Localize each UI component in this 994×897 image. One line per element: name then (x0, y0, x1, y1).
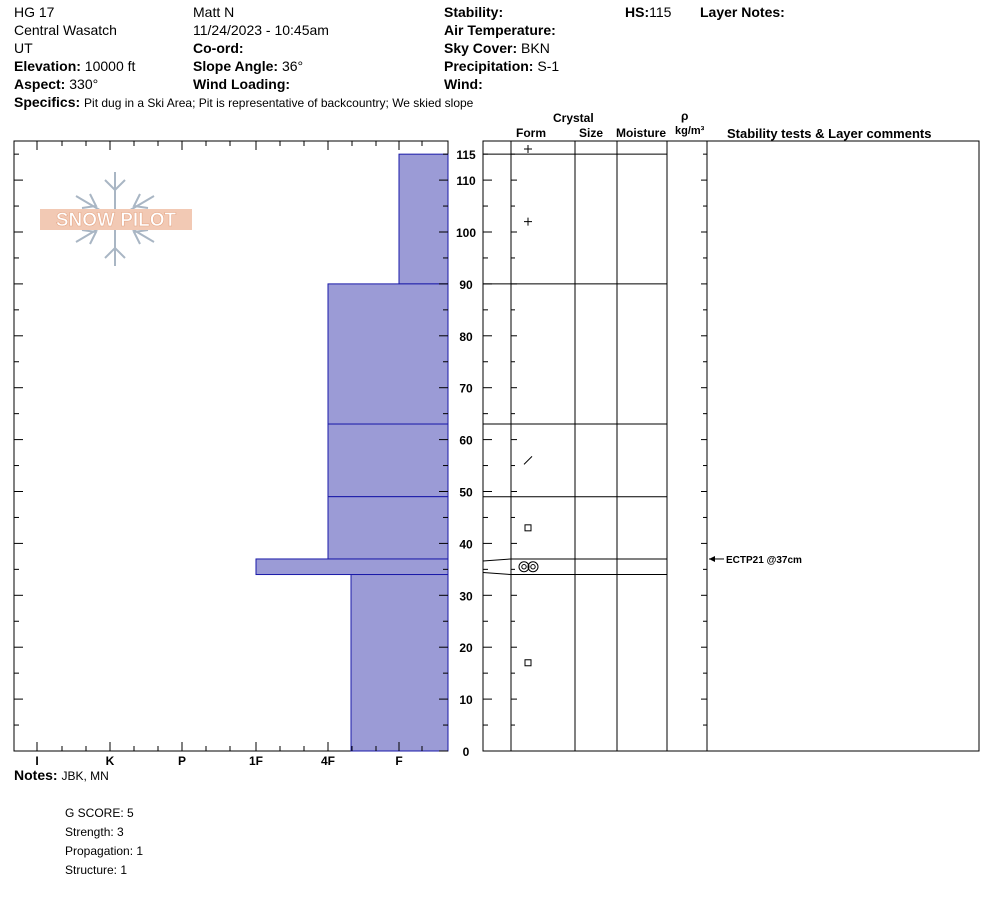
hardness-bar-4 (255, 558, 449, 576)
size-header: Size (579, 126, 604, 140)
faceted-crystals-icon (524, 524, 532, 532)
test-arrow-head-icon (709, 555, 715, 562)
height-label-110: 110 (456, 174, 476, 188)
wind-label: Wind: (444, 76, 483, 92)
notes-line-structure: Structure: 1 (65, 863, 128, 877)
air-temp-label: Air Temperature: (444, 22, 556, 38)
slope-value: 36° (281, 58, 304, 74)
moisture-header: Moisture (616, 126, 667, 140)
slope-row: Slope Angle: 36° (193, 58, 303, 75)
melt-forms-icon (518, 561, 539, 573)
hardness-bar-3 (327, 496, 449, 560)
range-name: Central Wasatch (14, 22, 117, 38)
observer-name: Matt N (193, 4, 235, 20)
stability-comments-header: Stability tests & Layer comments (727, 126, 932, 141)
aspect-label: Aspect: (14, 76, 66, 92)
coord-label: Co-ord: (193, 40, 244, 56)
stability-label: Stability: (444, 4, 504, 20)
hardness-label-1F: 1F (249, 754, 263, 768)
layer-connector (482, 572, 512, 576)
crystal-header: Crystal (553, 111, 594, 125)
sky-row: Sky Cover: BKN (444, 40, 550, 57)
height-label-50: 50 (459, 486, 473, 500)
density-unit-header: kg/m³ (675, 125, 705, 137)
notes-line-propagation: Propagation: 1 (65, 844, 144, 858)
specifics-label: Specifics: (14, 94, 81, 110)
notes-row: Notes: JBK, MN (14, 767, 109, 785)
form-header: Form (516, 126, 546, 140)
notes-value: JBK, MN (61, 769, 109, 783)
height-label-60: 60 (459, 434, 473, 448)
stability-test-label-0: ECTP21 @37cm (726, 555, 802, 566)
decomposing-fragments-icon (523, 456, 533, 465)
precipitation-particles-icon (524, 144, 532, 153)
layer-connector (482, 558, 512, 562)
hardness-label-F: F (395, 754, 402, 768)
height-label-90: 90 (459, 278, 473, 292)
precipitation-particles-icon (524, 217, 532, 226)
height-label-115: 115 (456, 148, 476, 162)
hardness-label-K: K (106, 754, 115, 768)
layer-table-frame (482, 140, 980, 752)
notes-label: Notes: (14, 767, 58, 783)
hardness-label-P: P (178, 754, 186, 768)
sky-label: Sky Cover: (444, 40, 518, 56)
sky-value: BKN (521, 40, 550, 56)
aspect-value: 330° (69, 76, 99, 92)
notes-line-gscore: G SCORE: 5 (65, 806, 134, 820)
precip-label: Precipitation: (444, 58, 534, 74)
height-label-100: 100 (456, 226, 476, 240)
snowpilot-logo-band (40, 209, 192, 230)
hardness-bar-1 (327, 283, 449, 425)
rho-header: ρ (681, 109, 689, 123)
faceted-crystals-icon (524, 659, 532, 667)
hardness-label-I: I (35, 754, 38, 768)
height-label-40: 40 (459, 537, 473, 551)
observation-datetime: 11/24/2023 - 10:45am (193, 22, 329, 38)
elevation-value: 10000 ft (84, 58, 136, 74)
height-label-10: 10 (459, 693, 473, 707)
specifics-value: Pit dug in a Ski Area; Pit is representa… (84, 96, 474, 110)
hardness-bar-2 (327, 423, 449, 498)
elevation-label: Elevation: (14, 58, 81, 74)
hardness-bar-0 (398, 153, 449, 285)
height-label-30: 30 (459, 589, 473, 603)
wind-loading-label: Wind Loading: (193, 76, 291, 92)
aspect-row: Aspect: 330° (14, 76, 98, 93)
state-name: UT (14, 40, 33, 56)
pit-name: HG 17 (14, 4, 55, 20)
precip-row: Precipitation: S-1 (444, 58, 559, 75)
hardness-bar-5 (350, 574, 449, 752)
specifics-row: Specifics: Pit dug in a Ski Area; Pit is… (14, 94, 473, 112)
elevation-row: Elevation: 10000 ft (14, 58, 135, 75)
height-label-0: 0 (463, 745, 470, 759)
height-label-70: 70 (459, 382, 473, 396)
slope-label: Slope Angle: (193, 58, 279, 74)
snowpilot-logo-text: SNOW PILOT (56, 210, 177, 231)
layer-notes-label: Layer Notes: (700, 4, 785, 20)
hs-label: HS: (625, 4, 650, 20)
hardness-label-4F: 4F (321, 754, 335, 768)
height-label-20: 20 (459, 641, 473, 655)
notes-line-strength: Strength: 3 (65, 825, 124, 839)
height-label-80: 80 (459, 330, 473, 344)
precip-value: S-1 (537, 58, 560, 74)
hs-value: 115 (649, 4, 672, 20)
hs-row: HS:115 (625, 4, 671, 21)
